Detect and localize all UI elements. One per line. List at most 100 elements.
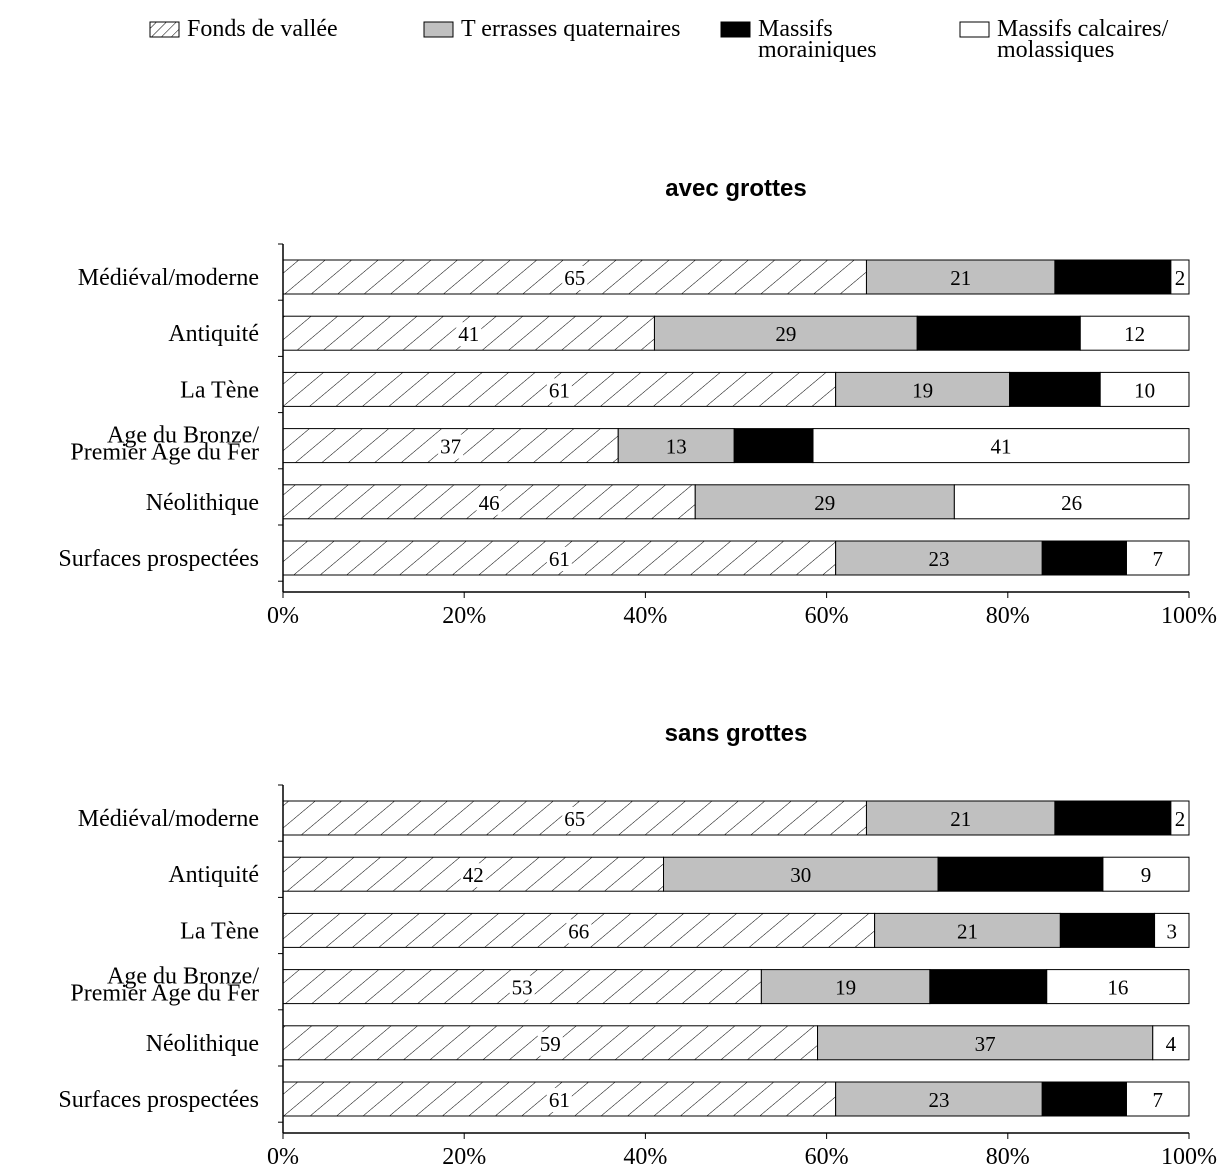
- legend-swatch: [149, 21, 180, 38]
- data-label: 37: [975, 1032, 996, 1056]
- x-tick-label: 40%: [623, 1144, 667, 1167]
- bar-row: 61 23 9 7: [282, 1081, 1190, 1117]
- data-label: 13: [666, 435, 687, 459]
- bar-segment: [617, 428, 735, 464]
- bar-segment: [835, 540, 1043, 576]
- x-tick-label: 20%: [442, 1144, 486, 1167]
- bar-row: 53 19 13 16: [282, 969, 1190, 1005]
- chart-title: avec grottes: [665, 175, 806, 202]
- data-label: 19: [912, 378, 933, 402]
- x-tick-label: 40%: [623, 603, 667, 629]
- data-label: 41: [991, 435, 1012, 459]
- bar-row: 41 29 18 12: [282, 315, 1190, 351]
- bar-row: 65 21 13 2: [282, 800, 1190, 836]
- bar-row: 61 19 10 10: [282, 371, 1190, 407]
- data-label: 7: [1152, 1088, 1163, 1112]
- data-label: 66: [568, 919, 589, 943]
- x-tick-label: 80%: [986, 1144, 1030, 1167]
- data-label: 10: [1134, 378, 1155, 402]
- bar-row: 66 21 10 3: [282, 912, 1190, 948]
- data-label: 2: [1175, 266, 1186, 290]
- x-tick-label: 60%: [805, 603, 849, 629]
- x-tick-label: 20%: [442, 603, 486, 629]
- data-label: 29: [775, 322, 796, 346]
- legend-item: T errasses quaternaires: [423, 16, 680, 42]
- category-label: Néolithique: [146, 1031, 259, 1057]
- category-label: Antiquité: [168, 321, 259, 347]
- legend-item: Massifs calcaires/molassiques: [959, 16, 1169, 63]
- bar-row: 59 37 4: [282, 1025, 1190, 1061]
- bar-segment: [835, 1081, 1043, 1117]
- legend-label: T errasses quaternaires: [461, 16, 680, 42]
- x-tick-label: 0%: [267, 1144, 299, 1167]
- data-label: 16: [1107, 976, 1128, 1000]
- data-label-background: [438, 434, 464, 459]
- data-label: 46: [479, 491, 500, 515]
- chart-title: sans grottes: [665, 720, 808, 747]
- data-label: 61: [549, 1088, 570, 1112]
- bar-segment: [1041, 540, 1127, 576]
- data-label: 3: [1167, 919, 1178, 943]
- legend-label: Massifs morainiques: [758, 16, 877, 63]
- data-label: 23: [928, 1088, 949, 1112]
- category-label: Néolithique: [146, 490, 259, 516]
- data-label: 61: [549, 547, 570, 571]
- data-label: 10: [1097, 919, 1118, 943]
- data-label-background: [546, 378, 572, 403]
- bar-segment: [1041, 1081, 1127, 1117]
- bar-segment: [1102, 856, 1190, 892]
- bar-segment: [1125, 540, 1190, 576]
- category-label: Médiéval/moderne: [78, 265, 259, 291]
- bar-row: 46 29 26: [282, 484, 1190, 520]
- bar-segment: [1170, 800, 1190, 836]
- category-label: La Tène: [180, 377, 259, 403]
- bar-segment: [865, 259, 1056, 295]
- bar-segment: [1152, 1025, 1190, 1061]
- category-label: Antiquité: [168, 862, 259, 888]
- x-tick-label: 0%: [267, 603, 299, 629]
- bar-row: 37 13 9 41: [282, 428, 1190, 464]
- data-label-background: [476, 490, 502, 515]
- bar-segment: [835, 371, 1011, 407]
- category-label: Age du Bronze/Premier Age du Fer: [70, 423, 259, 466]
- bar-row: 42 30 18 9: [282, 856, 1190, 892]
- legend-item: Fonds de vallée: [149, 16, 338, 42]
- bar-segment: [916, 315, 1081, 351]
- bar-segment: [874, 912, 1061, 948]
- bar-segment: [812, 428, 1190, 464]
- bar-segment: [1099, 371, 1190, 407]
- bar-segment: [1054, 800, 1172, 836]
- data-label: 59: [540, 1032, 561, 1056]
- category-label: Médiéval/moderne: [78, 806, 259, 832]
- legend-swatch: [959, 21, 990, 38]
- data-label: 30: [790, 863, 811, 887]
- data-label: 9: [1079, 547, 1090, 571]
- data-label: 65: [564, 807, 585, 831]
- data-label: 13: [1102, 807, 1123, 831]
- data-label: 4: [1166, 1032, 1177, 1056]
- bar-segment: [1046, 969, 1190, 1005]
- bar-segment: [1125, 1081, 1190, 1117]
- x-tick-label: 100%: [1161, 1144, 1217, 1167]
- bar-segment: [733, 428, 814, 464]
- data-label-background: [537, 1031, 563, 1056]
- bar-segment: [1170, 259, 1190, 295]
- category-label: Surfaces prospectées: [58, 546, 259, 572]
- data-label: 18: [1010, 863, 1031, 887]
- data-label-background: [460, 863, 486, 888]
- data-label: 13: [978, 976, 999, 1000]
- chart-sans-grottes: sans grottes 65 21 13 2 Médiéval/moderne 42 30 1…: [58, 720, 1217, 1167]
- data-label: 10: [1044, 378, 1065, 402]
- data-label: 65: [564, 266, 585, 290]
- data-label: 21: [957, 919, 978, 943]
- bar-segment: [653, 315, 918, 351]
- data-label: 26: [1061, 491, 1082, 515]
- bar-segment: [1009, 371, 1101, 407]
- chart-avec-grottes: avec grottes 65 21 13 2 Médiéval/moderne 41 29 1…: [58, 175, 1217, 629]
- data-label: 7: [1152, 547, 1163, 571]
- data-label-background: [456, 322, 482, 347]
- data-label: 53: [512, 976, 533, 1000]
- x-tick-label: 80%: [986, 603, 1030, 629]
- data-label: 19: [835, 976, 856, 1000]
- bar-segment: [760, 969, 931, 1005]
